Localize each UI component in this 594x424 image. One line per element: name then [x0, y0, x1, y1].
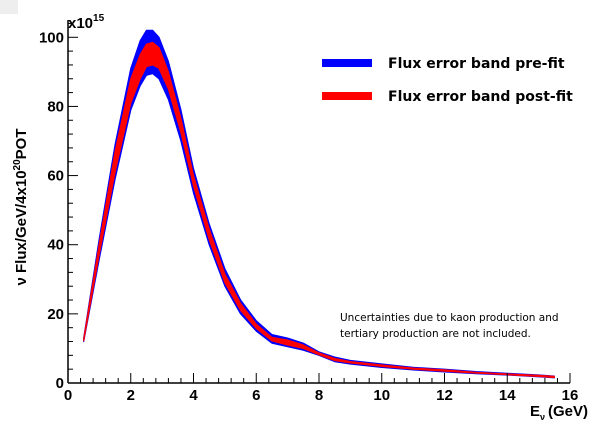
x-tick-label: 14	[499, 387, 516, 404]
corner-patch	[0, 0, 18, 14]
x-tick-label: 12	[436, 387, 453, 404]
y-tick-label: 0	[56, 375, 64, 392]
y-tick-label: 20	[47, 306, 64, 323]
annotation-line-1: Uncertainties due to kaon production and	[340, 312, 559, 324]
x-tick-label: 16	[562, 387, 579, 404]
axis-ticks: 0 2 4 6 8 10 12 14 16 0 20 40 60 80 100	[39, 22, 579, 404]
legend-label-postfit: Flux error band post-fit	[388, 89, 573, 105]
error-bands	[83, 29, 555, 379]
x-tick-label: 4	[189, 387, 198, 404]
y-tick-label: 40	[47, 237, 64, 254]
band-postfit	[83, 41, 555, 379]
y-tick-label: 80	[47, 98, 64, 115]
x-axis-label: Eν (GeV)	[530, 403, 588, 422]
annotation-line-2: tertiary production are not included.	[340, 328, 531, 340]
y-multiplier: x1015	[68, 13, 105, 32]
x-tick-label: 8	[315, 387, 323, 404]
y-tick-label: 100	[39, 29, 64, 46]
x-tick-label: 0	[64, 387, 72, 404]
x-tick-label: 6	[252, 387, 260, 404]
x-tick-label: 10	[373, 387, 390, 404]
y-tick-label: 60	[47, 168, 64, 185]
legend-label-prefit: Flux error band pre-fit	[388, 56, 565, 72]
legend: Flux error band pre-fit Flux error band …	[322, 56, 573, 105]
y-axis-label: ν Flux/GeV/4x1020POT	[12, 128, 30, 285]
x-tick-label: 2	[127, 387, 135, 404]
